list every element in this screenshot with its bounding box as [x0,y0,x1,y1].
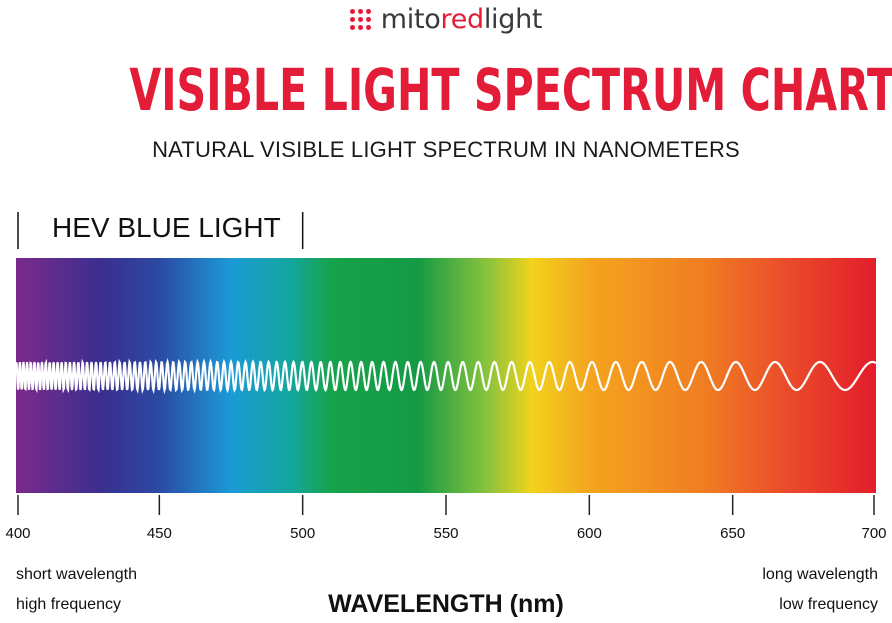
hev-region-label: HEV BLUE LIGHT [52,212,281,243]
long-wavelength-note: long wavelength [762,566,878,583]
chart-subtitle: NATURAL VISIBLE LIGHT SPECTRUM IN NANOME… [152,137,740,162]
x-axis-ticks: 400 450 500 550 600 650 700 [5,495,887,542]
x-tick-label-450: 450 [147,525,172,542]
x-tick-label-550: 550 [433,525,458,542]
low-frequency-note: low frequency [779,596,878,613]
x-tick-label-700: 700 [861,525,886,542]
brand-name: mitoredlight [380,3,543,35]
brand-name-accent: red [440,3,485,35]
x-tick-label-400: 400 [5,525,30,542]
x-axis-label: WAVELENGTH (nm) [328,590,564,618]
x-tick-label-500: 500 [290,525,315,542]
wave-line [14,357,877,395]
x-tick-label-650: 650 [720,525,745,542]
brand-name-suffix: light [483,3,543,35]
brand-name-prefix: mito [380,3,441,35]
brand-dots-icon [349,8,371,30]
high-frequency-note: high frequency [16,596,121,613]
brand-logo: mitoredlight [0,3,892,35]
short-wavelength-note: short wavelength [16,566,137,583]
x-tick-label-600: 600 [577,525,602,542]
